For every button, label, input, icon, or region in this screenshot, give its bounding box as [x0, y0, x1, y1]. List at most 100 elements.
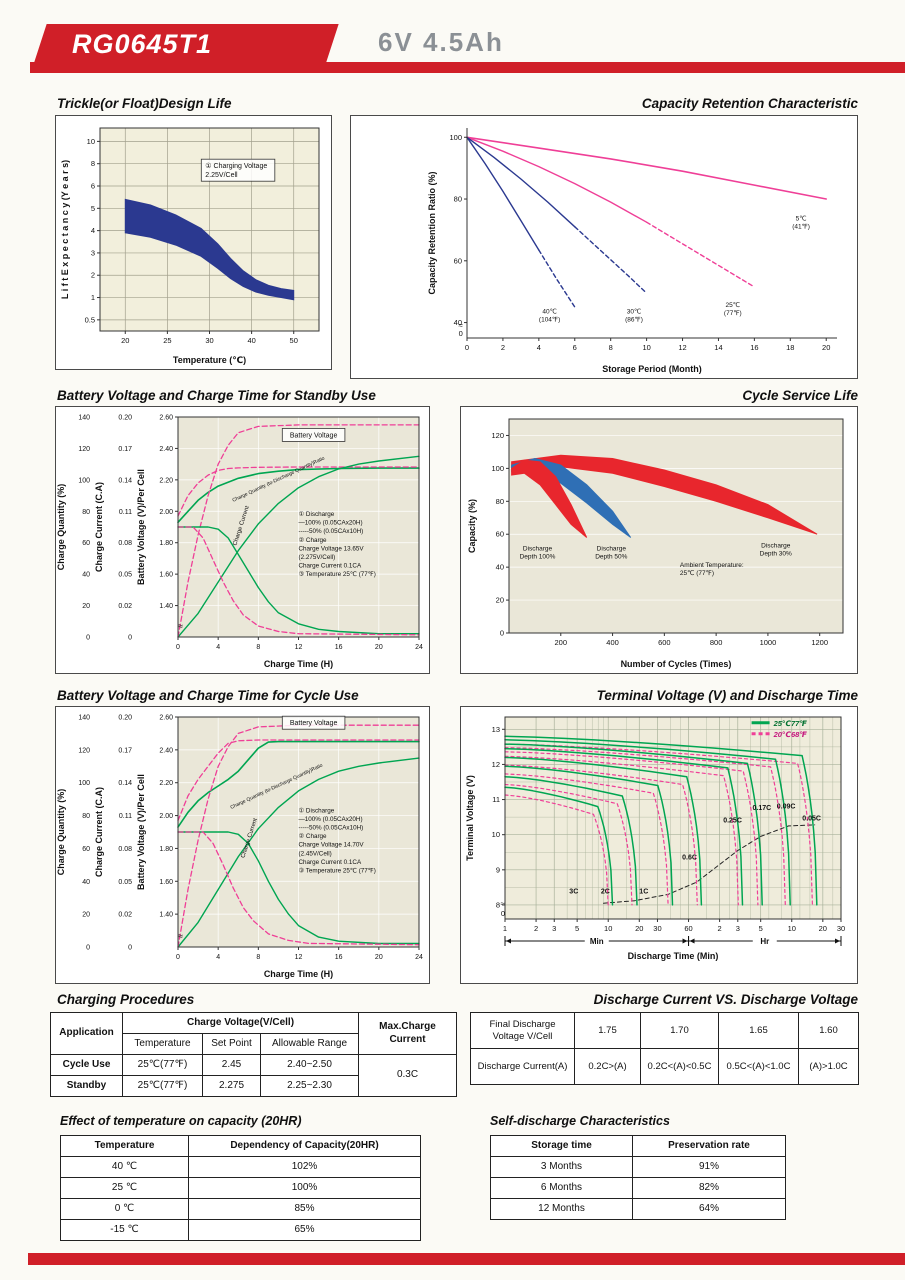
svg-text:Battery Voltage: Battery Voltage	[290, 720, 338, 727]
table-cell: 0.2C>(A)	[574, 1048, 641, 1085]
cycle-service-life-chart: 200 400 600 800 1000 1200 0 20 40 60 80 100 120 Numbe…	[460, 406, 858, 674]
design-life-chart: 20 25 30 40 50 0.5 1 2 3 4 5 6 8 10 Temperature (℃) L i…	[55, 115, 332, 370]
svg-text:5℃: 5℃	[796, 215, 807, 223]
svg-text:0: 0	[500, 629, 504, 638]
svg-text:0.05: 0.05	[118, 572, 132, 579]
svg-text:0.17: 0.17	[118, 747, 132, 754]
charging-header-application: Application	[50, 1012, 123, 1055]
svg-text:800: 800	[710, 638, 723, 647]
table-cell: 0.5C<(A)<1.0C	[718, 1048, 799, 1085]
svg-text:Discharge: Discharge	[523, 546, 553, 553]
svg-text:≈: ≈	[501, 900, 506, 909]
svg-text:≈: ≈	[178, 931, 183, 941]
svg-text:Storage Period (Month): Storage Period (Month)	[602, 364, 702, 374]
svg-text:-----50% (0.05CAx10H): -----50% (0.05CAx10H)	[299, 528, 364, 535]
svg-text:120: 120	[78, 446, 90, 453]
svg-text:60: 60	[454, 256, 462, 265]
svg-text:40℃: 40℃	[542, 307, 557, 315]
svg-text:Min: Min	[590, 937, 604, 946]
table-cell: 12 Months	[490, 1198, 633, 1220]
svg-text:200: 200	[555, 638, 568, 647]
svg-text:Discharge: Discharge	[761, 542, 791, 549]
temp-capacity-header-temperature: Temperature	[60, 1135, 189, 1157]
svg-text:Battery Voltage (V)/Per Cell: Battery Voltage (V)/Per Cell	[136, 774, 146, 890]
svg-text:0.02: 0.02	[118, 912, 132, 919]
svg-text:4: 4	[216, 644, 220, 651]
table-cell: -15 ℃	[60, 1219, 189, 1241]
svg-text:(2.275V/Cell): (2.275V/Cell)	[299, 554, 336, 561]
svg-text:2.00: 2.00	[159, 509, 173, 516]
svg-text:10: 10	[642, 343, 650, 352]
charging-header-charge-voltage: Charge Voltage(V/Cell)	[121, 1012, 360, 1034]
svg-text:0: 0	[128, 945, 132, 952]
svg-text:25℃: 25℃	[726, 301, 741, 309]
svg-text:100: 100	[449, 133, 462, 142]
svg-text:Charge Current 0.1CA: Charge Current 0.1CA	[299, 859, 362, 866]
table-cell: 2.25~2.30	[259, 1075, 360, 1097]
svg-text:140: 140	[78, 715, 90, 722]
svg-text:2: 2	[718, 924, 722, 933]
temp-capacity-header-dependency: Dependency of Capacity(20HR)	[188, 1135, 421, 1157]
svg-text:3: 3	[736, 924, 740, 933]
svg-text:0.08: 0.08	[118, 846, 132, 853]
footer-rule	[28, 1253, 905, 1265]
svg-text:≈: ≈	[178, 621, 183, 631]
svg-text:0: 0	[176, 644, 180, 651]
svg-text:0: 0	[86, 635, 90, 642]
svg-text:60: 60	[82, 540, 90, 547]
cycle-charge-chart: 0 4 8 12 16 20 24 1.40 1.60 1.80 2.00 2.20 2.40 2.60 C…	[55, 706, 430, 984]
svg-text:Charge Time (H): Charge Time (H)	[264, 659, 333, 669]
table-cell: 65%	[188, 1219, 421, 1241]
svg-text:1.80: 1.80	[159, 846, 173, 853]
svg-text:12: 12	[678, 343, 686, 352]
svg-text:140: 140	[78, 415, 90, 422]
svg-text:11: 11	[492, 795, 500, 804]
svg-text:0.14: 0.14	[118, 780, 132, 787]
model-number: RG0645T1	[72, 29, 213, 59]
svg-text:Capacity Retention Ratio (%): Capacity Retention Ratio (%)	[427, 171, 437, 294]
table-cell: 25℃(77℉)	[122, 1075, 203, 1097]
svg-text:20: 20	[121, 336, 129, 345]
svg-text:2.20: 2.20	[159, 477, 173, 484]
section-title-discharge-voltage: Discharge Current VS. Discharge Voltage	[593, 992, 858, 1007]
svg-text:100: 100	[491, 464, 504, 473]
svg-text:24: 24	[415, 954, 423, 961]
svg-text:30: 30	[653, 924, 661, 933]
table-cell: 85%	[188, 1198, 421, 1220]
svg-text:400: 400	[606, 638, 619, 647]
svg-text:16: 16	[335, 954, 343, 961]
svg-text:0: 0	[86, 945, 90, 952]
svg-text:30: 30	[837, 924, 845, 933]
svg-text:25: 25	[163, 336, 171, 345]
svg-text:40: 40	[454, 318, 462, 327]
svg-text:3: 3	[91, 248, 95, 257]
svg-text:120: 120	[491, 431, 504, 440]
table-row: 12 Months 64%	[490, 1198, 786, 1220]
table-cell: 0.2C<(A)<0.5C	[640, 1048, 719, 1085]
svg-text:50: 50	[290, 336, 298, 345]
svg-text:Depth 100%: Depth 100%	[520, 554, 556, 561]
svg-text:0.11: 0.11	[119, 509, 132, 516]
svg-text:(104℉): (104℉)	[539, 316, 560, 323]
discharge-voltage-table: Final Discharge Voltage V/Cell 1.75 1.70…	[470, 1012, 859, 1085]
svg-text:0.09C: 0.09C	[777, 803, 796, 810]
table-cell: 64%	[632, 1198, 786, 1220]
discharge-header-current: Discharge Current(A)	[470, 1048, 575, 1085]
svg-text:40: 40	[496, 563, 504, 572]
section-title-cycle-service-life: Cycle Service Life	[742, 388, 858, 403]
svg-text:(2.45V/Cell): (2.45V/Cell)	[299, 850, 332, 857]
table-cell: 2.275	[202, 1075, 261, 1097]
svg-text:13: 13	[492, 725, 500, 734]
svg-text:3: 3	[552, 924, 556, 933]
charging-header-set-point: Set Point	[202, 1033, 261, 1055]
svg-text:Capacity (%): Capacity (%)	[467, 499, 477, 553]
svg-text:Discharge: Discharge	[597, 546, 627, 553]
svg-text:12: 12	[295, 954, 303, 961]
terminal-voltage-chart: 1 2 3 5 10 20 30 60 2 3 5 10 20 30 8 9 10 11 12 13 Discharge…	[460, 706, 858, 984]
svg-text:2C: 2C	[601, 889, 610, 896]
svg-text:2.25V/Cell: 2.25V/Cell	[205, 172, 238, 179]
svg-text:Charge Current (C.A): Charge Current (C.A)	[94, 787, 104, 877]
svg-text:① Charging Voltage: ① Charging Voltage	[205, 162, 267, 170]
svg-text:② Charge: ② Charge	[299, 537, 328, 544]
table-cell: 2.40~2.50	[259, 1054, 360, 1076]
